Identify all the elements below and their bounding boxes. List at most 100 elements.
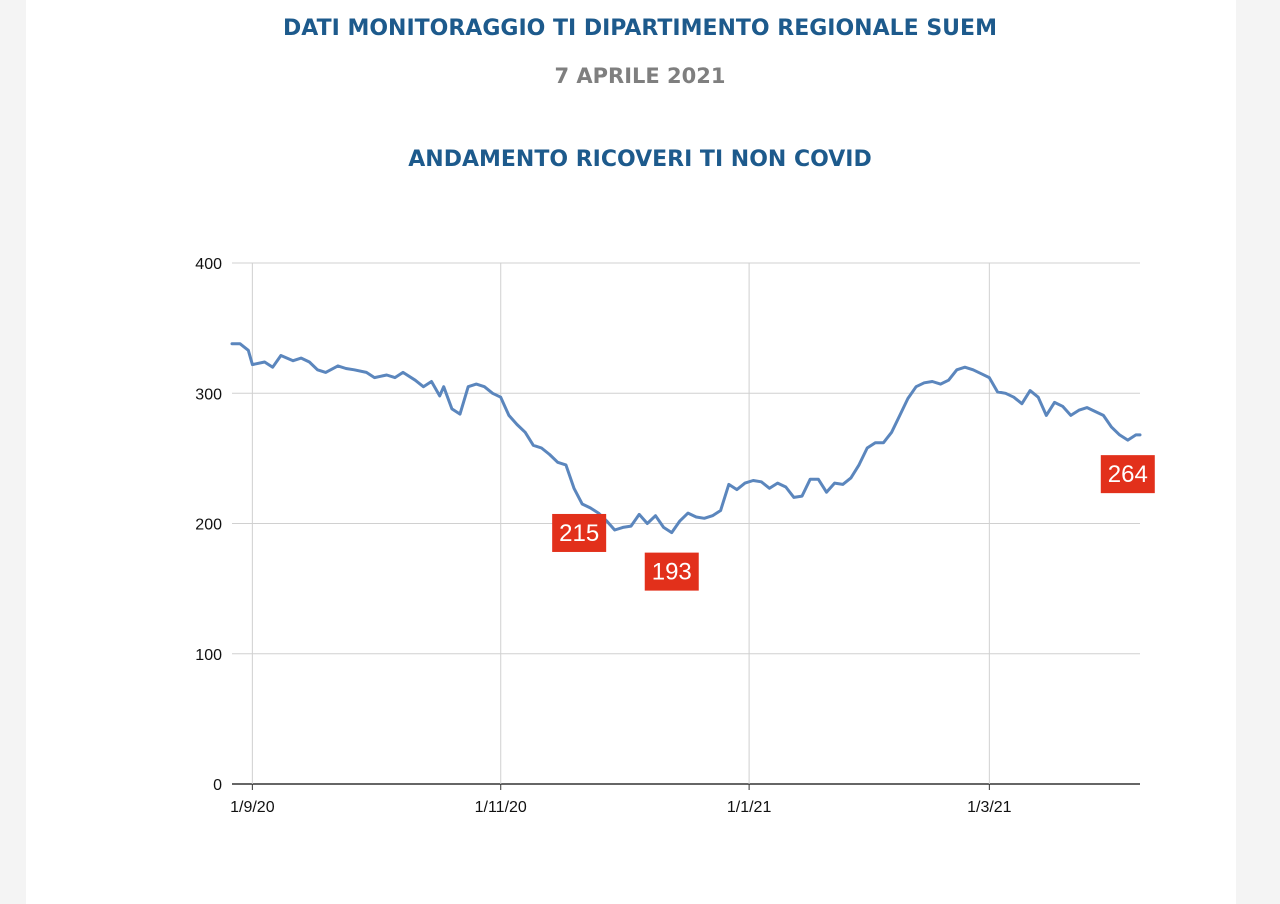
data-point [499, 395, 502, 399]
data-point [686, 511, 690, 515]
report-date: 7 APRILE 2021 [554, 64, 726, 88]
data-point [373, 376, 376, 379]
data-point [1134, 433, 1138, 437]
data-point [629, 524, 633, 528]
data-point [458, 412, 462, 416]
data-point [507, 414, 511, 417]
data-point [971, 368, 975, 372]
data-point [654, 514, 657, 517]
annotation-box [644, 552, 699, 591]
data-point [548, 453, 551, 456]
data-point [735, 488, 739, 491]
data-point [352, 368, 356, 372]
data-point [1085, 406, 1089, 409]
data-point [572, 487, 576, 490]
x-tick-label: 1/3/21 [967, 799, 1012, 816]
annotations-layer: 215 193 264 [552, 455, 1155, 591]
data-point [263, 360, 266, 364]
data-point [662, 526, 665, 529]
data-point [450, 407, 454, 411]
data-point [784, 485, 787, 489]
data-point [931, 380, 934, 383]
data-point [1045, 414, 1048, 417]
data-point [768, 487, 771, 490]
data-point [247, 349, 250, 352]
annotation-label: 215 [559, 520, 599, 547]
data-point [238, 342, 242, 345]
annotation-box [1100, 455, 1155, 494]
data-point [291, 359, 295, 362]
annotation-box [552, 513, 607, 552]
data-point [841, 483, 844, 486]
data-point [385, 373, 388, 377]
data-point [1126, 438, 1129, 442]
data-point [1053, 401, 1056, 404]
data-point [751, 479, 755, 482]
data-point [963, 366, 967, 369]
x-tick-label: 1/9/20 [230, 799, 275, 816]
data-point [678, 519, 682, 523]
data-point [597, 511, 600, 515]
data-point [996, 390, 999, 394]
data-point [365, 371, 368, 374]
data-point [271, 366, 274, 369]
data-point [760, 480, 763, 484]
data-point [882, 441, 885, 444]
data-point [637, 513, 641, 516]
data-point [694, 515, 698, 519]
data-point [1028, 389, 1032, 392]
data-point [532, 444, 535, 447]
data-point [324, 371, 327, 374]
data-point [475, 382, 478, 386]
y-tick-label: 0 [213, 777, 222, 794]
data-point [540, 446, 543, 450]
data-point [719, 509, 722, 512]
data-point [890, 431, 893, 434]
data-point [776, 481, 779, 485]
data-point [442, 385, 445, 388]
y-tick-label: 400 [195, 256, 222, 273]
data-point [1012, 395, 1015, 399]
data-point [922, 381, 926, 385]
tick-labels-layer: 0 100 200 300 400 1/9/20 1/11/20 1/1/21 1/3/21 [195, 256, 1011, 816]
data-point [556, 461, 559, 464]
annotation-label: 264 [1108, 461, 1148, 488]
data-point [422, 385, 425, 388]
y-tick-label: 200 [195, 517, 222, 534]
report-title: DATI MONITORAGGIO TI DIPARTIMENTO REGION… [283, 16, 997, 41]
data-point [857, 463, 861, 467]
data-point [792, 496, 796, 499]
data-point [1094, 410, 1097, 413]
data-point [906, 397, 910, 400]
data-point [393, 376, 397, 379]
data-point [980, 372, 983, 375]
data-point [1077, 408, 1081, 412]
data-point [646, 522, 649, 525]
data-point [491, 392, 494, 395]
data-point [1061, 405, 1064, 408]
data-point [316, 368, 319, 372]
data-point [515, 423, 519, 426]
data-point [1110, 425, 1113, 429]
data-point [414, 379, 417, 382]
series-line [230, 342, 1142, 535]
data-point [825, 491, 828, 494]
data-point [914, 385, 918, 388]
data-point [808, 478, 812, 481]
y-tick-label: 300 [195, 386, 222, 403]
x-tick-label: 1/1/21 [727, 799, 772, 816]
data-point [564, 463, 568, 467]
data-point [865, 446, 869, 450]
data-point [308, 360, 311, 364]
data-point [1102, 414, 1105, 417]
data-point [430, 380, 433, 383]
data-point [483, 385, 486, 388]
data-point [613, 528, 616, 532]
data-point [251, 363, 254, 366]
data-point [621, 526, 625, 529]
grid-layer [232, 262, 1140, 790]
data-point [1118, 433, 1121, 437]
chart-title: ANDAMENTO RICOVERI TI NON COVID [408, 147, 872, 172]
data-point [947, 379, 950, 382]
